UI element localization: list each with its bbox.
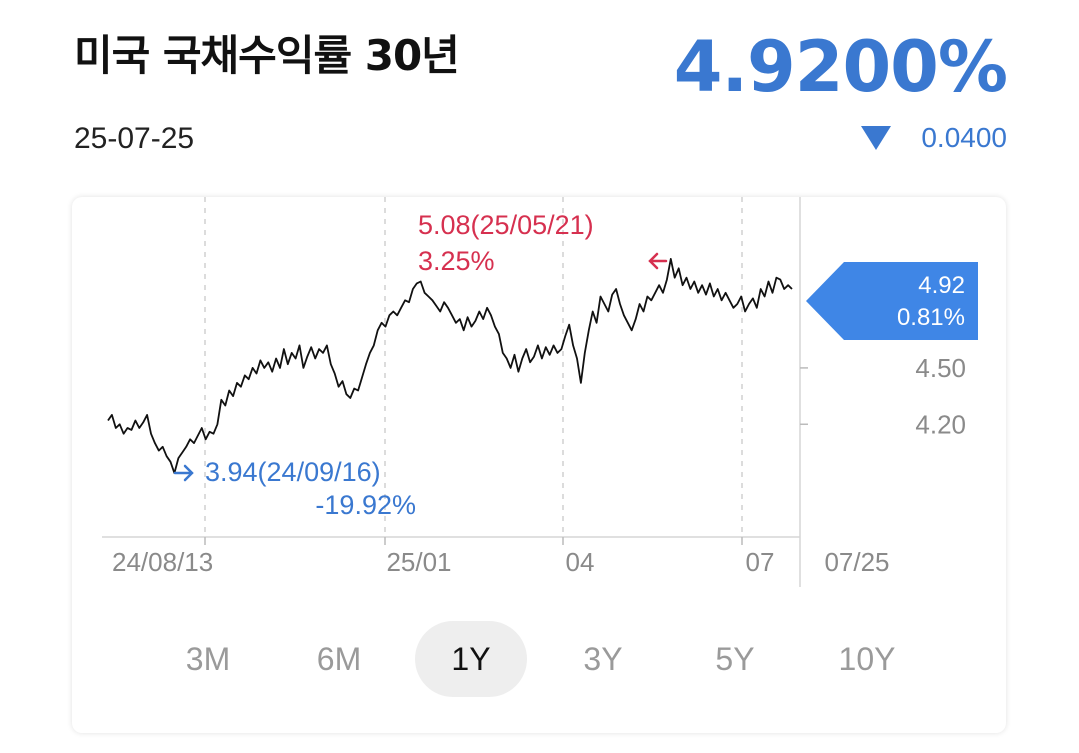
high-pct: 3.25% [418,246,495,276]
current-pct: 0.81% [897,304,965,331]
x-tick-label: 07 [746,547,775,577]
range-selector: 3M 6M 1Y 3Y 5Y 10Y [72,621,1006,697]
price-change-value: 0.0400 [921,122,1007,153]
x-tick-label: 24/08/13 [112,547,213,577]
range-button-5y[interactable]: 5Y [715,641,755,677]
current-price: 4.9200% [673,26,1008,108]
range-button-3m[interactable]: 3M [185,641,231,677]
x-tick-label: 07/25 [824,547,889,577]
triangle-down-icon [861,126,892,150]
series-line [107,258,793,474]
range-button-10y[interactable]: 10Y [838,641,896,677]
low-label: 3.94(24/09/16) [205,457,381,487]
current-value: 4.92 [918,272,965,299]
arrow-left-icon [648,252,668,270]
low-pct: -19.92% [315,490,416,520]
price-chart[interactable]: 24/08/13 25/01 04 07 07/25 4.50 4.20 5.08(25/05… [72,197,1006,617]
x-tick-label: 04 [566,547,595,577]
y-tick-label: 4.20 [915,409,966,439]
range-button-6m[interactable]: 6M [316,641,362,677]
chart-card: 24/08/13 25/01 04 07 07/25 4.50 4.20 5.08(25/05… [72,197,1006,733]
quote-date: 25-07-25 [74,122,195,155]
high-label: 5.08(25/05/21) [418,210,594,240]
price-change: 0.0400 [861,122,1007,154]
arrow-right-icon [173,464,194,482]
y-tick-label: 4.50 [915,353,966,383]
x-tick-label: 25/01 [386,547,451,577]
range-button-3y[interactable]: 3Y [583,641,623,677]
range-button-1y[interactable]: 1Y [415,621,527,697]
current-value-badge [806,262,978,340]
page-title: 미국 국채수익률 30년 [74,31,460,80]
